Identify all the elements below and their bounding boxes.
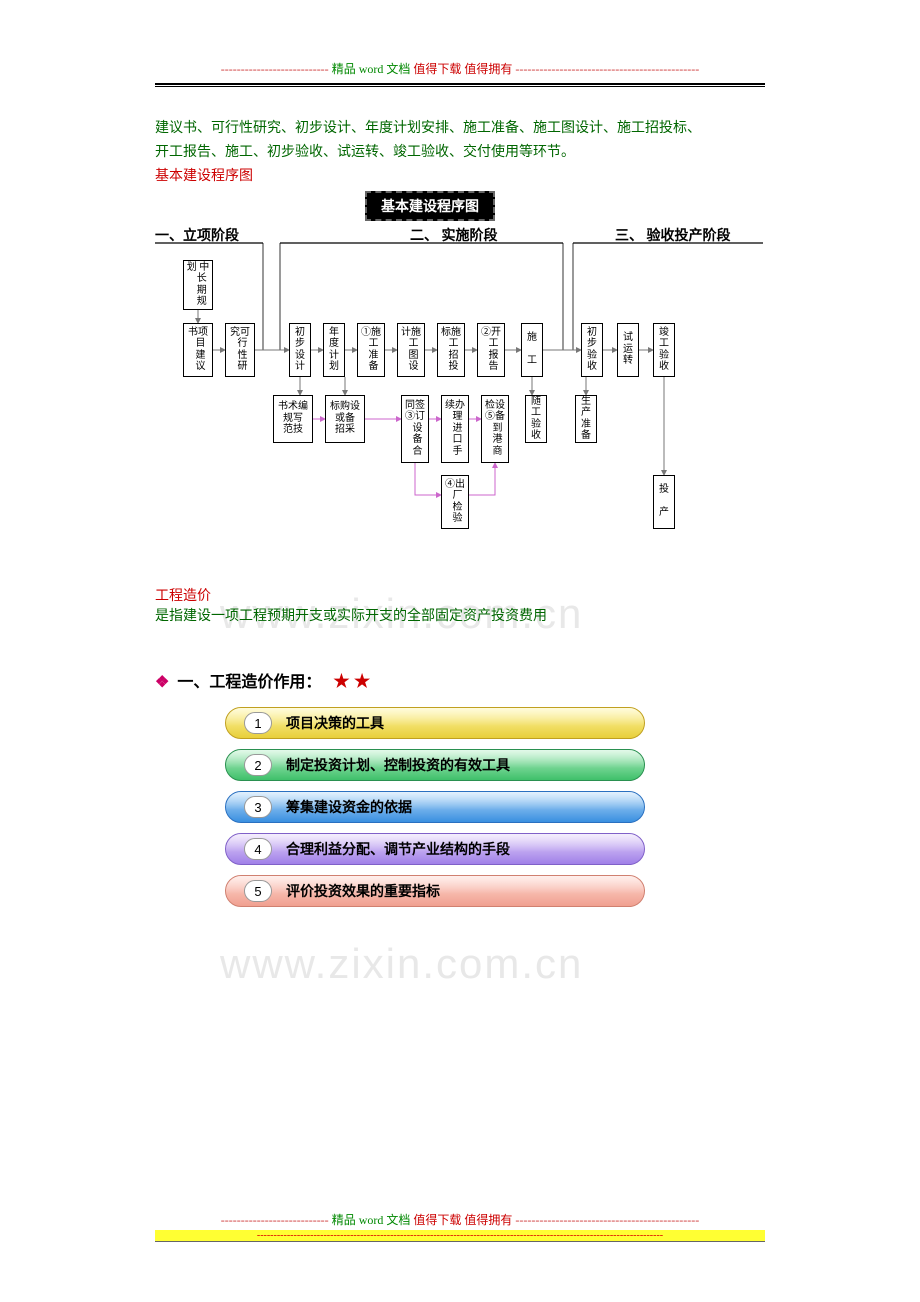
bar-number: 1 xyxy=(244,712,272,734)
flow-node-n_sgzb: ①施 工 准 备 xyxy=(357,323,385,377)
footer-red1: 值得下载 xyxy=(413,1213,461,1227)
flow-node-n_jgys: 竣 工 验 收 xyxy=(653,323,675,377)
bar-label: 筹集建设资金的依据 xyxy=(286,797,412,817)
function-bars: 1 项目决策的工具 2 制定投资计划、控制投资的有效工具 3 筹集建设资金的依据 4 合理利益… xyxy=(225,707,645,907)
bar-number: 5 xyxy=(244,880,272,902)
star-icon: ★ ★ xyxy=(333,671,370,691)
header-dashes-left: --------------------------- xyxy=(221,62,329,76)
flow-node-n_sgys: 随 工 验 收 xyxy=(525,395,547,443)
bar-label: 评价投资效果的重要指标 xyxy=(286,881,440,901)
flow-node-n_qdht: 同签 ③订 设 备 合 xyxy=(401,395,429,463)
header-red2: 值得拥有 xyxy=(464,62,512,76)
bar-label: 合理利益分配、调节产业结构的手段 xyxy=(286,839,510,859)
flow-node-n_cbsj: 初 步 设 计 xyxy=(289,323,311,377)
flow-node-n_syz: 试 运 转 xyxy=(617,323,639,377)
header-dashes-right: ----------------------------------------… xyxy=(515,62,699,76)
flow-node-n_sbdg: 检设 ⑤备 到 港 商 xyxy=(481,395,509,463)
intro-paragraph: 建议书、可行性研究、初步设计、年度计划安排、施工准备、施工图设计、施工招投标、 … xyxy=(155,117,765,165)
header-green: 精品 word 文档 xyxy=(332,62,411,76)
footer-dashes-left: --------------------------- xyxy=(221,1213,329,1227)
intro-line1: 建议书、可行性研究、初步设计、年度计划安排、施工准备、施工图设计、施工招投标、 xyxy=(155,117,765,141)
flow-node-n_ndjh: 年 度 计 划 xyxy=(323,323,345,377)
function-bar-5: 5 评价投资效果的重要指标 xyxy=(225,875,645,907)
function-bar-1: 1 项目决策的工具 xyxy=(225,707,645,739)
footer: --------------------------- 精品 word 文档 值… xyxy=(155,1211,765,1242)
header-rule xyxy=(155,83,765,87)
bar-label: 项目决策的工具 xyxy=(286,713,384,733)
function-bar-4: 4 合理利益分配、调节产业结构的手段 xyxy=(225,833,645,865)
bar-number: 3 xyxy=(244,796,272,818)
footer-red2: 值得拥有 xyxy=(464,1213,512,1227)
intro-line2: 开工报告、施工、初步验收、试运转、竣工验收、交付使用等环节。 xyxy=(155,141,765,165)
flow-node-n_plan: 划 中 长 期 规 xyxy=(183,260,213,310)
flow-node-n_jsgf: 书术编 规写 范技 xyxy=(273,395,313,443)
footer-highlight: ----------------------------------------… xyxy=(155,1230,765,1242)
watermark-2: www.zixin.com.cn xyxy=(220,940,583,988)
flow-node-n_sg: 施 工 xyxy=(521,323,543,377)
header-line: --------------------------- 精品 word 文档 值… xyxy=(155,60,765,77)
bar-number: 2 xyxy=(244,754,272,776)
flow-node-n_kxx: 究可 行 性 研 xyxy=(225,323,255,377)
cost-title: 工程造价 xyxy=(155,585,765,605)
flow-node-n_tc: 投 产 xyxy=(653,475,675,529)
flow-node-n_kgbg: ②开 工 报 告 xyxy=(477,323,505,377)
flow-node-n_cbys: 初 步 验 收 xyxy=(581,323,603,377)
footer-line: --------------------------- 精品 word 文档 值… xyxy=(155,1211,765,1228)
function-bar-3: 3 筹集建设资金的依据 xyxy=(225,791,645,823)
flow-node-n_sgzt: 标施 工 招 投 xyxy=(437,323,465,377)
footer-green: 精品 word 文档 xyxy=(332,1213,411,1227)
flowchart-title: 基本建设程序图 xyxy=(365,191,495,221)
function-bar-2: 2 制定投资计划、控制投资的有效工具 xyxy=(225,749,645,781)
flow-node-n_bljk: 续办 理 进 口 手 xyxy=(441,395,469,463)
flow-node-n_jys: 书项 目 建 议 xyxy=(183,323,213,377)
flowchart: 基本建设程序图 一、立项阶段 二、 实施阶段 三、 验收投产阶段 xyxy=(155,195,765,565)
flow-node-n_sgt: 计施 工 图 设 xyxy=(397,323,425,377)
header-red1: 值得下载 xyxy=(413,62,461,76)
section-heading: ❖ 一、工程造价作用： ★ ★ xyxy=(155,668,765,692)
diamond-icon: ❖ xyxy=(155,674,169,691)
flow-node-n_ccjy: ④出 厂 检 验 xyxy=(441,475,469,529)
flow-node-n_sczb: 生 产 准 备 xyxy=(575,395,597,443)
section-title-text: 一、工程造价作用： xyxy=(177,674,321,691)
footer-dashes-right: ----------------------------------------… xyxy=(515,1213,699,1227)
diagram-caption: 基本建设程序图 xyxy=(155,165,765,185)
bar-label: 制定投资计划、控制投资的有效工具 xyxy=(286,755,510,775)
cost-desc: 是指建设一项工程预期开支或实际开支的全部固定资产投资费用 xyxy=(155,605,765,629)
bar-number: 4 xyxy=(244,838,272,860)
flow-node-n_sbcg: 标购设 或备 招采 xyxy=(325,395,365,443)
